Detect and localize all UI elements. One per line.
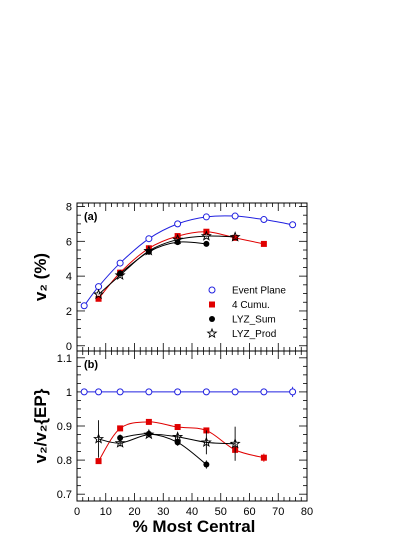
y-tick-label: 0.7 xyxy=(57,489,72,501)
data-point-event-plane xyxy=(289,388,297,396)
legend-entry: LYZ_Sum xyxy=(232,315,276,326)
data-point-4-cumu- xyxy=(145,245,152,252)
x-tick-label: 80 xyxy=(301,506,313,518)
data-point-event-plane xyxy=(145,235,153,243)
legend-entry: LYZ_Prod xyxy=(232,329,276,340)
y-tick-label: 2 xyxy=(66,306,72,318)
data-point-event-plane xyxy=(174,220,182,228)
data-point-4-cumu- xyxy=(232,234,239,241)
data-point-lyz-prod xyxy=(114,269,126,280)
y-axis-label: v₂ (%) xyxy=(31,253,50,301)
x-tick-label: 70 xyxy=(272,506,284,518)
series-line-lyz-sum xyxy=(119,241,207,274)
data-point-event-plane xyxy=(202,213,210,221)
x-tick-label: 50 xyxy=(215,506,227,518)
data-point-lyz-prod xyxy=(229,231,241,242)
data-point-event-plane xyxy=(80,388,88,396)
data-point-4-cumu- xyxy=(95,458,102,465)
data-point-lyz-prod xyxy=(229,437,241,449)
series-line-lyz-sum xyxy=(120,433,207,465)
x-tick-label: 0 xyxy=(74,506,80,518)
data-point-lyz-prod xyxy=(172,233,184,245)
legend-marker xyxy=(209,316,215,322)
data-point-lyz-prod xyxy=(172,431,184,442)
x-tick-label: 10 xyxy=(100,506,112,518)
data-point-lyz-prod xyxy=(200,230,212,241)
data-point-event-plane xyxy=(202,388,210,396)
data-point-4-cumu- xyxy=(145,418,152,425)
x-tick-label: 60 xyxy=(243,506,255,518)
legend-entry: 4 Cumu. xyxy=(232,300,270,311)
data-point-lyz-prod xyxy=(114,437,126,448)
data-point-lyz-prod xyxy=(200,436,212,448)
legend-entry: Event Plane xyxy=(232,286,286,297)
y-tick-label: 8 xyxy=(66,201,72,213)
y-tick-label: 0.9 xyxy=(57,421,72,433)
y-tick-label: 4 xyxy=(66,271,72,283)
data-point-event-plane xyxy=(145,388,153,396)
data-point-lyz-sum xyxy=(174,439,181,446)
y-tick-label: 6 xyxy=(66,236,72,248)
data-point-4-cumu- xyxy=(95,295,102,302)
data-point-event-plane xyxy=(260,216,268,224)
data-point-lyz-sum xyxy=(203,461,210,468)
plot-frame xyxy=(76,350,308,502)
data-point-lyz-sum xyxy=(117,270,124,277)
y-tick-label: 0 xyxy=(66,341,72,353)
data-point-event-plane xyxy=(95,388,103,396)
x-tick-label: 30 xyxy=(157,506,169,518)
data-point-lyz-prod xyxy=(143,428,155,440)
legend-marker xyxy=(208,286,216,294)
data-point-4-cumu- xyxy=(117,425,124,432)
data-point-lyz-sum xyxy=(203,240,210,247)
data-point-event-plane xyxy=(231,388,239,396)
data-point-event-plane xyxy=(80,302,88,310)
data-point-event-plane xyxy=(174,388,182,396)
data-point-4-cumu- xyxy=(260,454,267,461)
data-point-event-plane xyxy=(116,259,124,267)
legend-marker xyxy=(206,327,218,339)
panel-label: (b) xyxy=(84,359,98,371)
data-point-event-plane xyxy=(231,212,239,220)
x-axis-label: % Most Central xyxy=(133,517,256,536)
data-point-4-cumu- xyxy=(174,424,181,431)
data-point-event-plane xyxy=(116,388,124,396)
data-point-lyz-prod xyxy=(93,433,105,444)
y-tick-label: 0.8 xyxy=(57,455,72,467)
y-tick-label: 1.1 xyxy=(57,353,72,365)
y-tick-label: 1 xyxy=(66,387,72,399)
data-point-event-plane xyxy=(289,221,297,229)
panel-b: 0.7 0.8 0.9 1 1.1 0 10 20 30 40 50 60 70 80 v₂/v₂{EP}%… xyxy=(31,350,313,536)
data-point-4-cumu- xyxy=(260,240,267,247)
panel-a: 0 2 4 6 8 v₂ (%) (a) Event Plane 4 Cumu. LYZ_Sum L… xyxy=(31,201,308,353)
x-tick-label: 20 xyxy=(128,506,140,518)
data-point-lyz-prod xyxy=(143,245,155,256)
data-point-event-plane xyxy=(260,388,268,396)
data-point-lyz-prod xyxy=(93,288,105,300)
y-axis-label: v₂/v₂{EP} xyxy=(31,388,50,463)
x-tick-label: 40 xyxy=(186,506,198,518)
panel-label: (a) xyxy=(84,211,98,223)
legend-marker xyxy=(209,301,215,308)
